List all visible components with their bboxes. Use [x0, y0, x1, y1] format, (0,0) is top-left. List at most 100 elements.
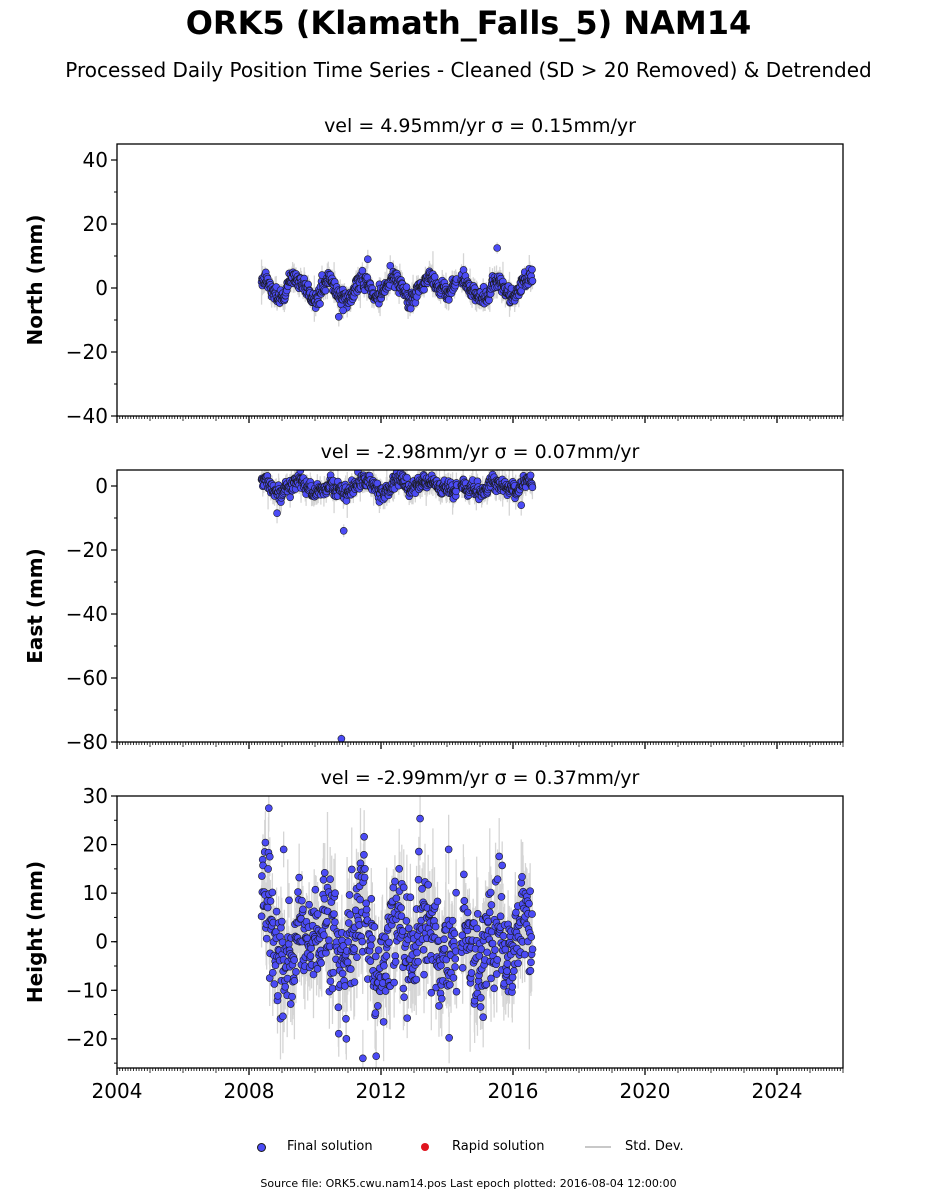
- final-solution-point: [359, 1054, 367, 1063]
- final-solution-point: [262, 934, 271, 943]
- final-solution-point: [444, 845, 453, 854]
- final-solution-point: [414, 957, 422, 966]
- final-solution-point: [326, 977, 335, 985]
- chart-title: ORK5 (Klamath_Falls_5) NAM14: [185, 4, 752, 42]
- final-solution-point: [386, 261, 395, 270]
- y-tick-label: −40: [66, 602, 108, 626]
- final-solution-point: [452, 888, 460, 897]
- final-solution-point: [508, 973, 517, 982]
- final-solution-point: [344, 919, 353, 927]
- final-solution-point: [431, 922, 440, 931]
- plot-frame-east: [116, 469, 844, 743]
- y-tick-label: −20: [66, 1027, 108, 1051]
- final-solution-point: [527, 933, 536, 941]
- final-solution-point: [402, 283, 411, 291]
- final-solution-point: [437, 961, 445, 970]
- final-solution-point: [379, 1018, 388, 1026]
- final-solution-point: [265, 852, 274, 861]
- final-solution-point: [495, 852, 503, 861]
- y-tick-label: 40: [83, 148, 108, 172]
- final-solution-point: [451, 955, 460, 963]
- final-solution-point: [268, 888, 277, 897]
- final-solution-point: [503, 967, 511, 975]
- final-solution-point: [329, 968, 338, 977]
- final-solution-point: [271, 961, 280, 970]
- y-tick-label: −10: [66, 978, 108, 1002]
- final-solution-point: [451, 963, 459, 971]
- y-tick-label: 0: [95, 930, 108, 954]
- final-solution-point: [418, 885, 426, 893]
- final-solution-point: [415, 847, 423, 856]
- final-solution-point: [295, 873, 303, 882]
- final-solution-point: [345, 891, 354, 899]
- final-solution-point: [347, 865, 356, 874]
- final-solution-point: [440, 935, 448, 943]
- final-solution-point: [391, 877, 399, 886]
- final-solution-point: [319, 875, 328, 884]
- final-solution-point: [366, 957, 375, 965]
- final-solution-point: [512, 908, 520, 917]
- final-solution-point: [391, 958, 400, 966]
- final-solution-point: [279, 845, 288, 854]
- final-solution-point: [526, 471, 535, 480]
- final-solution-point: [395, 865, 403, 873]
- final-solution-point: [525, 899, 533, 908]
- y-tick-label: 20: [83, 212, 108, 236]
- final-solution-point: [450, 929, 459, 938]
- final-solution-point: [493, 956, 502, 964]
- final-solution-point: [374, 1002, 382, 1010]
- final-solution-point: [286, 1000, 295, 1008]
- y-tick-label: −80: [66, 730, 108, 754]
- final-solution-point: [320, 894, 329, 903]
- final-solution-point: [350, 978, 359, 986]
- final-solution-point: [452, 487, 460, 496]
- final-solution-point: [491, 946, 499, 954]
- data-layer-height: [257, 796, 537, 1068]
- final-solution-point: [334, 1029, 343, 1038]
- final-solution-point: [317, 959, 325, 967]
- final-solution-point: [363, 255, 372, 264]
- final-solution-point: [290, 977, 299, 985]
- final-solution-point: [288, 992, 296, 1001]
- final-solution-point: [311, 885, 320, 894]
- final-solution-point: [334, 312, 343, 321]
- final-solution-point: [331, 918, 339, 926]
- final-solution-point: [390, 978, 398, 987]
- y-tick-label: −20: [66, 538, 108, 562]
- final-solution-point: [266, 897, 275, 905]
- y-tick-label: −60: [66, 666, 108, 690]
- final-solution-point: [492, 970, 501, 978]
- data-layer-east: [257, 470, 537, 742]
- final-solution-point: [358, 937, 367, 946]
- final-solution-point: [405, 924, 413, 933]
- final-solution-point: [321, 286, 330, 295]
- final-solution-point: [368, 934, 376, 943]
- final-solution-point: [309, 970, 318, 979]
- final-solution-point: [339, 306, 347, 315]
- final-solution-point: [299, 905, 307, 914]
- final-solution-point: [527, 958, 535, 967]
- final-solution-point: [467, 969, 476, 977]
- final-solution-point: [460, 870, 468, 879]
- final-solution-point: [370, 923, 379, 931]
- final-solution-point: [285, 896, 293, 905]
- final-solution-point: [448, 916, 457, 925]
- final-solution-point: [497, 893, 506, 901]
- final-solution-points-north: [257, 244, 537, 321]
- final-solution-point: [331, 889, 339, 898]
- final-solution-point: [473, 924, 481, 933]
- final-solution-point: [350, 945, 358, 953]
- final-solution-point: [325, 936, 333, 944]
- final-solution-point: [326, 875, 334, 883]
- final-solution-point: [298, 896, 306, 905]
- final-solution-point: [367, 895, 376, 903]
- final-solution-point: [412, 975, 421, 984]
- final-solution-point: [517, 501, 526, 510]
- final-solution-point: [374, 946, 383, 954]
- final-solution-point: [528, 483, 537, 492]
- final-solution-point: [496, 912, 505, 921]
- final-solution-point: [343, 958, 352, 967]
